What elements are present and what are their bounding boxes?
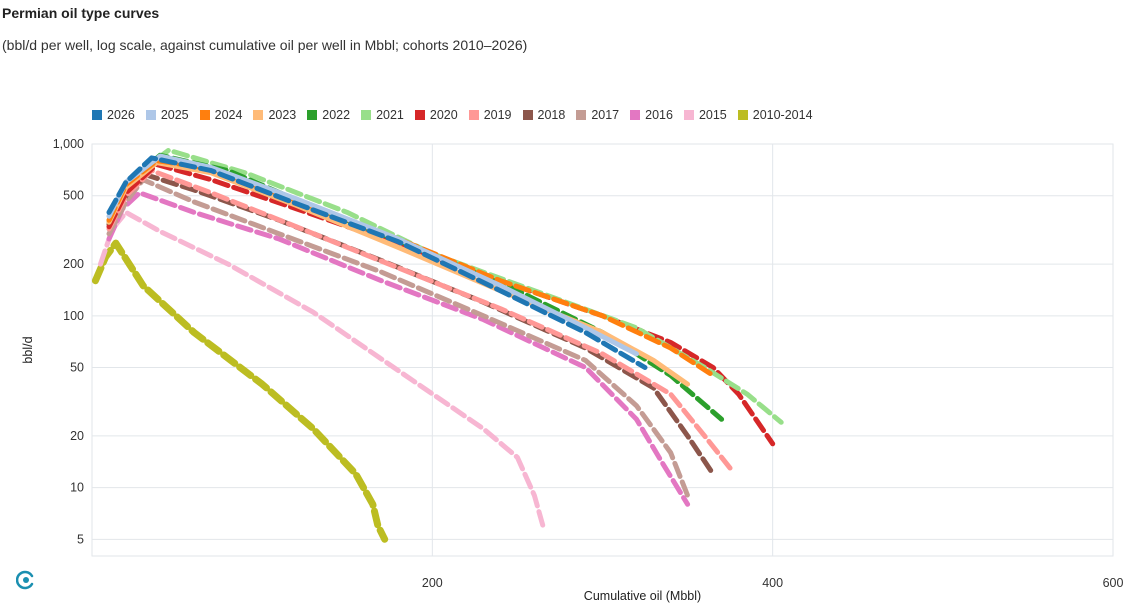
x-axis-label: Cumulative oil (Mbbl) bbox=[584, 589, 701, 603]
legend-swatch bbox=[630, 110, 641, 120]
legend-swatch bbox=[576, 110, 587, 120]
y-tick-label: 5 bbox=[77, 532, 84, 546]
legend-item-2020[interactable]: 2020 bbox=[414, 108, 458, 122]
legend-label: 2023 bbox=[268, 108, 297, 122]
legend-label: 2016 bbox=[645, 108, 673, 122]
legend-item-2019[interactable]: 2019 bbox=[468, 108, 512, 122]
legend-item-2018[interactable]: 2018 bbox=[522, 108, 566, 122]
y-tick-label: 200 bbox=[63, 257, 84, 271]
legend-item-2015[interactable]: 2015 bbox=[683, 108, 727, 122]
legend-swatch bbox=[145, 110, 156, 120]
legend-swatch bbox=[361, 110, 372, 120]
legend-label: 2010-2014 bbox=[752, 108, 813, 122]
series-line-2026 bbox=[106, 155, 648, 370]
chart-title: Permian oil type curves bbox=[2, 5, 160, 21]
legend-item-2026[interactable]: 2026 bbox=[92, 108, 135, 122]
series-line-2016 bbox=[106, 190, 691, 507]
chart-subtitle: (bbl/d per well, log scale, against cumu… bbox=[2, 37, 528, 53]
y-tick-label: 100 bbox=[63, 309, 84, 323]
legend-item-2010-2014[interactable]: 2010-2014 bbox=[737, 108, 813, 122]
legend-item-2021[interactable]: 2021 bbox=[361, 108, 404, 122]
y-tick-label: 50 bbox=[70, 361, 84, 375]
legend-item-2023[interactable]: 2023 bbox=[253, 108, 296, 122]
legend-label: 2024 bbox=[214, 108, 243, 122]
brand-logo-icon bbox=[15, 570, 36, 595]
legend-swatch bbox=[253, 110, 264, 120]
legend-swatch bbox=[307, 110, 318, 120]
legend-label: 2021 bbox=[376, 108, 404, 122]
x-tick-label: 600 bbox=[1103, 576, 1124, 590]
x-tick-label: 200 bbox=[422, 576, 443, 590]
series-line-2010-2014 bbox=[91, 239, 389, 543]
legend-label: 2017 bbox=[591, 108, 620, 122]
legend-item-2025[interactable]: 2025 bbox=[145, 108, 189, 122]
legend-swatch bbox=[522, 110, 533, 120]
legend-swatch bbox=[737, 110, 748, 120]
series-line-2015 bbox=[98, 209, 546, 529]
legend-swatch bbox=[92, 110, 102, 120]
chart-legend: 2026 2025 2024 2023 2022 2021 2020 2019 2018 2017… bbox=[92, 108, 824, 122]
x-tick-label: 400 bbox=[762, 576, 783, 590]
legend-item-2016[interactable]: 2016 bbox=[630, 108, 673, 122]
legend-swatch bbox=[683, 110, 694, 120]
legend-label: 2019 bbox=[483, 108, 512, 122]
y-tick-label: 500 bbox=[63, 189, 84, 203]
series-line-2023 bbox=[106, 160, 691, 387]
legend-label: 2020 bbox=[429, 108, 458, 122]
y-tick-label: 1,000 bbox=[53, 137, 84, 151]
legend-swatch bbox=[199, 110, 210, 120]
legend-label: 2018 bbox=[537, 108, 566, 122]
y-tick-label: 10 bbox=[70, 481, 84, 495]
legend-label: 2015 bbox=[698, 108, 727, 122]
legend-item-2022[interactable]: 2022 bbox=[307, 108, 350, 122]
legend-swatch bbox=[468, 110, 479, 120]
legend-label: 2025 bbox=[160, 108, 189, 122]
y-axis-label: bbl/d bbox=[21, 336, 35, 363]
legend-label: 2026 bbox=[107, 108, 135, 122]
legend-item-2024[interactable]: 2024 bbox=[199, 108, 243, 122]
y-tick-label: 20 bbox=[70, 429, 84, 443]
legend-swatch bbox=[414, 110, 425, 120]
legend-item-2017[interactable]: 2017 bbox=[576, 108, 619, 122]
legend-label: 2022 bbox=[322, 108, 351, 122]
